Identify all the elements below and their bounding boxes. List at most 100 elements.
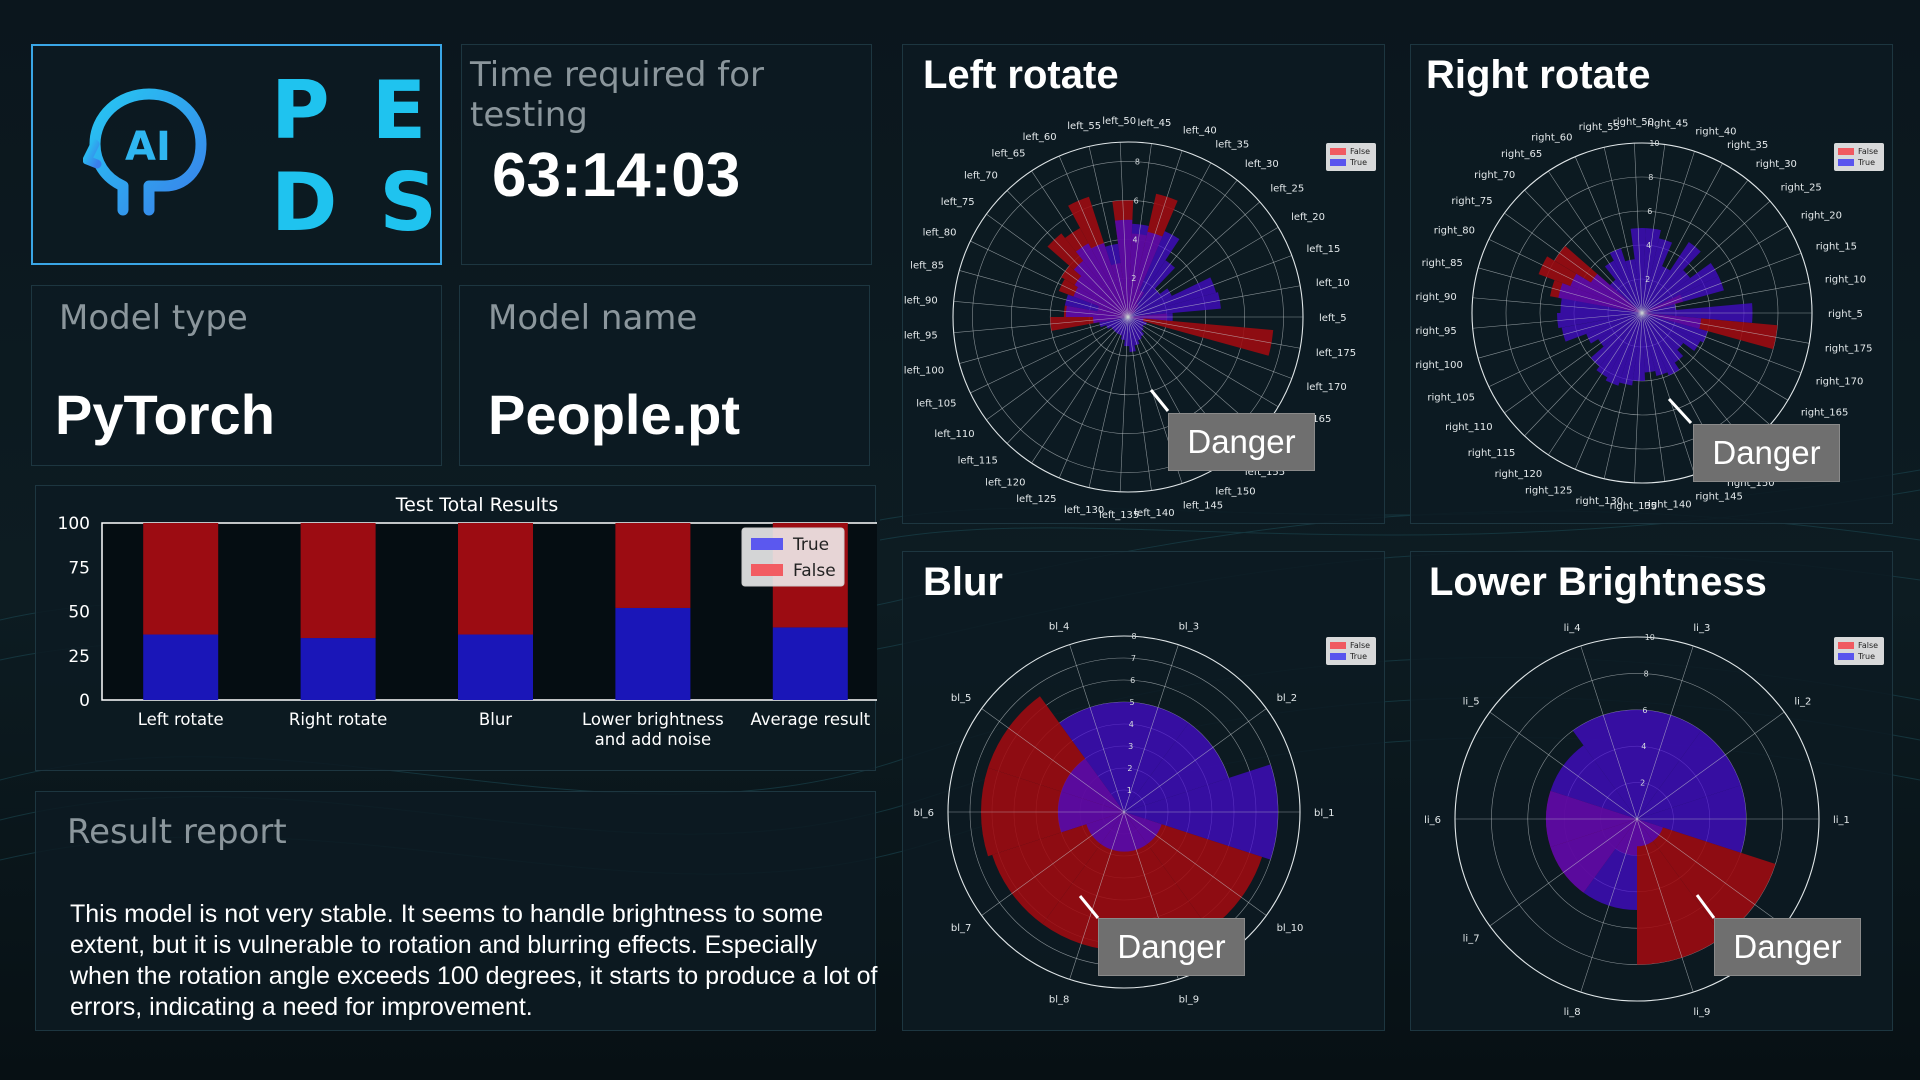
polar-spoke bbox=[1127, 316, 1279, 408]
polar-angle-label: right_25 bbox=[1781, 183, 1822, 194]
logo-text-bottom: DS bbox=[271, 156, 480, 249]
polar-bar-true bbox=[1570, 273, 1642, 313]
left-polar-legend: False True bbox=[1326, 143, 1376, 171]
polar-bar-true bbox=[1059, 702, 1124, 812]
polar-angle-label: left_125 bbox=[1016, 494, 1056, 505]
polar-bar-false bbox=[1637, 819, 1723, 965]
polar-bar-false bbox=[1124, 812, 1263, 930]
x-tick-label: Average result bbox=[750, 710, 870, 729]
right-polar-anglelabels: right_5right_10right_15right_20right_25r… bbox=[1415, 117, 1872, 512]
polar-legend-label-false: False bbox=[1350, 147, 1370, 156]
polar-angle-label: left_170 bbox=[1306, 382, 1346, 393]
polar-bar-true bbox=[1128, 231, 1180, 317]
polar-angle-label: right_130 bbox=[1575, 496, 1623, 507]
model-type-panel: Model type PyTorch bbox=[31, 285, 442, 466]
polar-spoke bbox=[1504, 312, 1643, 414]
polar-angle-label: right_115 bbox=[1468, 448, 1516, 459]
polar-bar-true bbox=[1100, 812, 1124, 852]
bar-chart-panel: Test Total Results 100 75 50 25 0 Left rotate… bbox=[35, 485, 890, 771]
polar-spoke bbox=[1641, 312, 1666, 482]
polar-bar-true bbox=[1093, 317, 1128, 324]
polar-bar-true bbox=[1128, 317, 1140, 346]
polar-bar-true bbox=[1128, 317, 1136, 352]
bright-polar-spokes bbox=[1455, 645, 1819, 993]
polar-spoke bbox=[959, 316, 1129, 364]
polar-angle-label: right_5 bbox=[1828, 309, 1863, 320]
polar-tick-label: 4 bbox=[1129, 720, 1134, 729]
polar-bar-true bbox=[1558, 283, 1642, 313]
polar-angle-label: right_70 bbox=[1474, 170, 1515, 181]
polar-angle-label: left_145 bbox=[1183, 500, 1223, 511]
model-type-label: Model type bbox=[59, 298, 248, 338]
polar-spoke bbox=[1123, 811, 1267, 916]
polar-spoke bbox=[1636, 818, 1785, 927]
polar-angle-label: left_90 bbox=[904, 295, 938, 306]
x-tick-label: Left rotate bbox=[138, 710, 224, 729]
polar-angle-label: left_135 bbox=[1099, 510, 1139, 521]
report-title: Result report bbox=[67, 812, 287, 852]
polar-legend-label-false: False bbox=[1858, 147, 1878, 156]
polar-spoke bbox=[1069, 644, 1125, 813]
polar-angle-label: right_135 bbox=[1610, 501, 1658, 512]
polar-angle-label: right_45 bbox=[1647, 119, 1688, 130]
blur-polar-spokes bbox=[948, 644, 1300, 980]
polar-spoke bbox=[970, 316, 1129, 394]
polar-angle-label: left_140 bbox=[1134, 508, 1174, 519]
bar-chart: Test Total Results 100 75 50 25 0 Left rotate… bbox=[58, 494, 890, 749]
polar-bar-true bbox=[1637, 819, 1663, 842]
polar-angle-label: bl_3 bbox=[1179, 622, 1200, 633]
polar-bar-true bbox=[1605, 313, 1642, 386]
polar-bar-true bbox=[1124, 812, 1148, 852]
polar-spoke bbox=[1127, 316, 1301, 349]
y-tick-label: 25 bbox=[68, 647, 90, 667]
polar-spoke bbox=[1636, 711, 1785, 820]
polar-angle-label: li_7 bbox=[1463, 934, 1480, 945]
polar-spoke bbox=[1641, 200, 1771, 314]
polar-spoke bbox=[1574, 312, 1643, 470]
polar-spoke bbox=[1119, 142, 1129, 318]
polar-spoke bbox=[1123, 644, 1179, 813]
polar-spoke bbox=[1088, 146, 1129, 318]
polar-bar-true bbox=[1086, 812, 1124, 845]
polar-angle-label: bl_2 bbox=[1277, 693, 1298, 704]
polar-spoke bbox=[1127, 143, 1152, 318]
bar-false bbox=[300, 523, 376, 639]
polar-bar-true bbox=[1642, 303, 1676, 313]
blur-danger-label: Danger bbox=[1098, 918, 1245, 976]
polar-angle-label: left_130 bbox=[1064, 505, 1104, 516]
bar-false bbox=[143, 523, 219, 635]
polar-angle-label: bl_9 bbox=[1179, 994, 1200, 1005]
polar-angle-label: left_35 bbox=[1215, 140, 1249, 151]
polar-spoke bbox=[1641, 312, 1789, 401]
polar-bar-true bbox=[1642, 313, 1668, 376]
polar-spoke bbox=[1524, 312, 1643, 437]
polar-spoke bbox=[1634, 143, 1643, 314]
lower-brightness-panel: Lower Brightness 2 4 6 8 10 li_1 li_2 li_3 li_4 l… bbox=[1410, 551, 1893, 1031]
bright-polar-legend: False True bbox=[1834, 637, 1884, 665]
polar-spoke bbox=[1127, 226, 1279, 318]
polar-spoke bbox=[1058, 316, 1129, 479]
polar-bar-true bbox=[1642, 238, 1673, 313]
left-polar-ticklabels: 2 4 6 8 bbox=[1131, 158, 1140, 284]
polar-bar-true bbox=[1128, 223, 1149, 317]
polar-angle-label: right_110 bbox=[1445, 422, 1493, 433]
polar-spoke bbox=[1489, 711, 1638, 820]
polar-spoke bbox=[1641, 312, 1810, 344]
polar-angle-label: left_50 bbox=[1102, 116, 1136, 127]
polar-angle-label: bl_1 bbox=[1314, 808, 1335, 819]
polar-spoke bbox=[1127, 201, 1260, 318]
polar-angle-label: bl_6 bbox=[914, 808, 935, 819]
polar-bar-true bbox=[1560, 298, 1642, 313]
polar-angle-label: right_100 bbox=[1415, 360, 1463, 371]
polar-bar-true bbox=[1124, 702, 1189, 812]
polar-angle-label: left_150 bbox=[1215, 486, 1255, 497]
polar-bar-true bbox=[1604, 260, 1642, 313]
polar-bar-true bbox=[1637, 819, 1654, 847]
polar-spoke bbox=[981, 708, 1125, 813]
right-rotate-panel: Right rotate 2 4 6 8 10 right_5 right_10 right_… bbox=[1410, 44, 1893, 524]
polar-angle-label: right_80 bbox=[1434, 226, 1475, 237]
polar-bar-true bbox=[1091, 243, 1128, 317]
polar-bar-true bbox=[1120, 317, 1128, 341]
polar-legend-label-false: False bbox=[1350, 641, 1370, 650]
y-tick-label: 100 bbox=[58, 514, 90, 534]
